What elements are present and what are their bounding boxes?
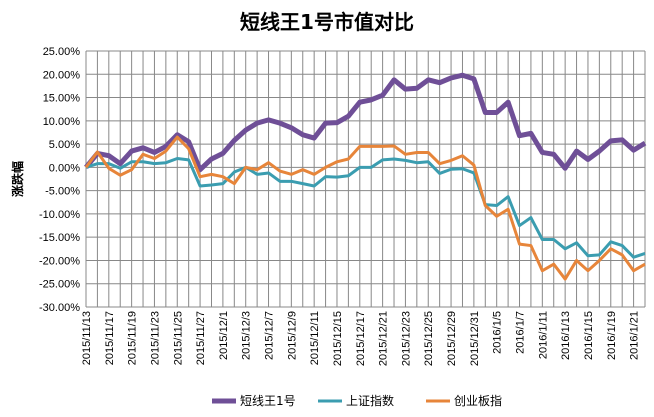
x-tick-label: 2015/12/23: [400, 311, 412, 366]
x-tick-label: 2016/1/21: [629, 311, 641, 360]
y-tick-label: -25.00%: [39, 279, 80, 291]
series-line-1: [85, 157, 646, 259]
x-tick-label: 2015/12/31: [469, 311, 481, 366]
y-axis-label: 涨跌幅: [10, 161, 25, 197]
x-tick-label: 2015/11/23: [149, 311, 161, 365]
y-tick-label: 0.00%: [49, 162, 80, 174]
x-tick-label: 2015/12/29: [446, 311, 458, 366]
series-line-2: [84, 135, 646, 281]
x-tick-label: 2015/12/15: [332, 311, 344, 366]
x-tick-label: 2015/12/11: [309, 311, 321, 365]
x-tick-label: 2015/12/17: [355, 311, 367, 366]
x-tick-label: 2015/11/25: [172, 311, 184, 365]
x-tick-label: 2016/1/11: [537, 311, 549, 359]
x-tick-label: 2015/12/7: [264, 311, 276, 360]
x-tick-label: 2015/12/9: [286, 311, 298, 360]
x-tick-label: 2016/1/7: [515, 311, 527, 354]
x-tick-label: 2016/1/15: [583, 311, 595, 360]
y-tick-label: -10.00%: [39, 209, 80, 221]
series-line-0: [84, 72, 647, 173]
x-tick-label: 2016/1/13: [560, 311, 572, 360]
x-tick-label: 2015/11/17: [104, 311, 116, 365]
y-tick-label: -20.00%: [39, 255, 80, 267]
x-tick-label: 2015/12/21: [378, 311, 390, 366]
legend-label: 上证指数: [346, 393, 394, 408]
y-tick-label: 20.00%: [43, 69, 81, 81]
y-tick-label: 10.00%: [43, 116, 81, 128]
legend-label: 创业板指: [454, 393, 502, 408]
y-tick-label: 25.00%: [43, 46, 81, 58]
x-tick-label: 2015/11/13: [81, 311, 93, 365]
y-tick-label: -30.00%: [39, 302, 80, 314]
x-tick-label: 2015/11/19: [127, 311, 139, 365]
legend-label: 短线王1号: [240, 394, 296, 408]
x-tick-label: 2016/1/5: [492, 311, 504, 354]
chart-title: 短线王1号市值对比: [240, 10, 414, 34]
y-tick-label: -15.00%: [39, 232, 80, 244]
y-tick-label: 5.00%: [49, 139, 80, 151]
x-tick-label: 2015/12/1: [218, 311, 230, 360]
x-tick-label: 2015/12/3: [241, 311, 253, 360]
y-tick-label: -5.00%: [45, 186, 80, 198]
x-tick-label: 2016/1/19: [606, 311, 618, 360]
x-tick-label: 2015/12/25: [423, 311, 435, 366]
y-tick-label: 15.00%: [43, 93, 81, 105]
x-tick-label: 2015/11/27: [195, 311, 207, 365]
